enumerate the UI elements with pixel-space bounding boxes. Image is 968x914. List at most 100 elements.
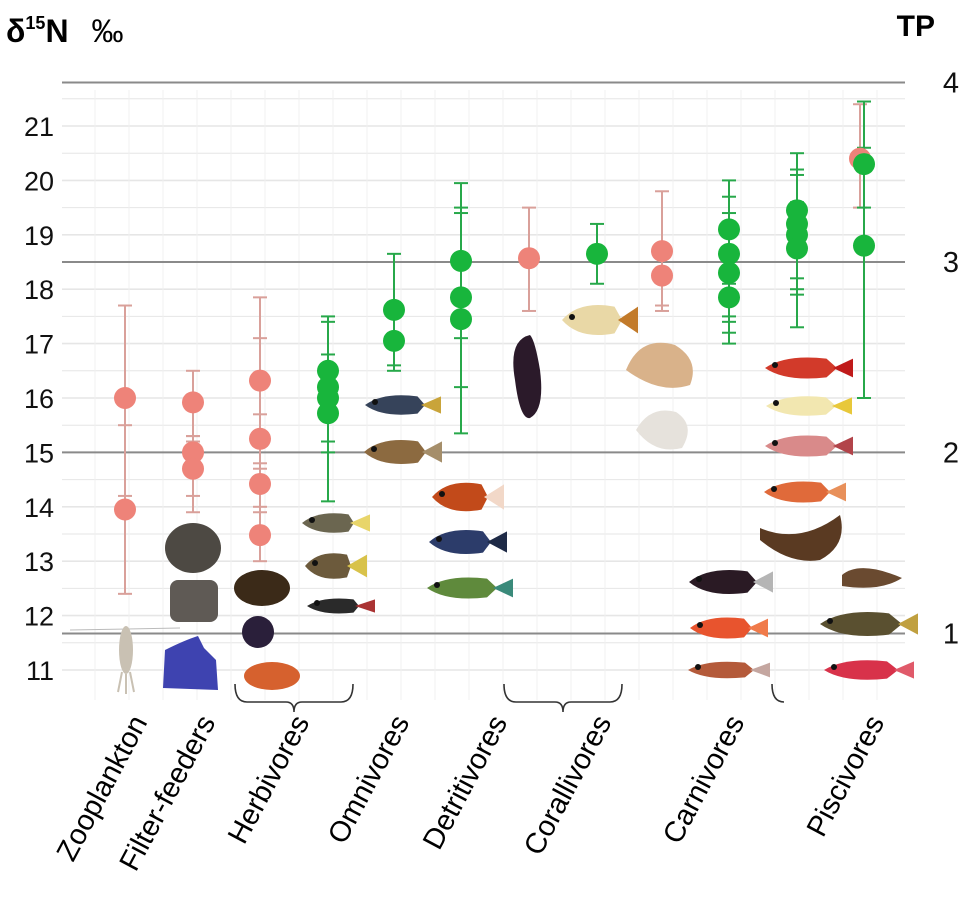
y-tick-label: 12 (24, 602, 54, 632)
omnivore-fish-2 (364, 440, 442, 464)
trophic-position-label-1: 1 (943, 619, 959, 651)
fish-tail (753, 571, 773, 593)
fish-point (450, 249, 472, 272)
fish-tail (832, 397, 852, 415)
fish-point (853, 234, 875, 257)
fish-eye (772, 362, 778, 368)
fish-eye (827, 618, 833, 624)
fish-body (365, 395, 425, 415)
invertebrate-point (518, 247, 540, 270)
invertebrate-point (182, 457, 204, 480)
fish-tail (493, 578, 513, 598)
trophic-position-label-3: 3 (943, 247, 959, 279)
invertebrate-point (651, 240, 673, 263)
trophic-position-title: TP (897, 10, 935, 43)
oyster-illustration (165, 523, 221, 573)
organism-illustrations (69, 305, 918, 694)
y-tick-label: 21 (24, 112, 54, 142)
y-tick-label: 11 (26, 656, 54, 686)
fish-eye (569, 314, 575, 320)
fish-tail (750, 662, 770, 678)
invertebrate-point (114, 387, 136, 409)
grouper-red-illustration (765, 357, 853, 379)
y-tick-labels: 11 12 13 14 15 16 17 18 19 20 21 (24, 112, 54, 686)
fish-body (690, 617, 752, 639)
urchin-illustration (242, 616, 274, 648)
omnivore-fish-1 (365, 395, 441, 415)
herbivore-fish-1 (302, 513, 370, 533)
fish-point (317, 359, 339, 382)
invertebrate-point (182, 391, 204, 414)
fish-eye (312, 560, 318, 566)
invertebrate-point (249, 472, 271, 495)
fish-eye (831, 664, 837, 670)
bracket-herbivores (234, 683, 354, 713)
fish-point (786, 237, 808, 260)
fish-tail (347, 554, 367, 578)
fish-eye (434, 582, 440, 588)
zooplankton-illustration (69, 626, 181, 694)
fish-body (302, 513, 354, 533)
bracket-carnivores (771, 683, 785, 703)
fish-eye (371, 446, 377, 452)
fish-tail (487, 531, 507, 553)
snapper-red-illustration (824, 660, 914, 680)
trophic-position-label-2: 2 (943, 437, 959, 469)
blue-coral-illustration (163, 636, 218, 690)
data-points (114, 147, 875, 547)
group-brackets (234, 683, 785, 713)
invertebrate-point (249, 427, 271, 450)
category-label-omnivores: Omnivores (322, 710, 416, 849)
fish-point (450, 286, 472, 309)
invertebrate-point (114, 498, 136, 521)
fish-point (317, 402, 339, 425)
fish-body (562, 305, 622, 335)
category-label-piscivores: Piscivores (801, 710, 891, 842)
fish-body (364, 440, 426, 464)
y-tick-label: 15 (24, 438, 54, 468)
fish-eye (697, 622, 703, 628)
fish-tail (826, 482, 846, 502)
fish-tail (898, 613, 918, 635)
fish-tail (894, 661, 914, 679)
trophic-position-labels: 1 2 3 4 (943, 67, 959, 650)
y-tick-label: 16 (24, 384, 54, 414)
invertebrate-point (651, 264, 673, 287)
crab-illustration (244, 662, 300, 690)
fish-body (689, 570, 757, 594)
grouper-illustration (820, 612, 918, 636)
fish-tail (350, 514, 370, 532)
fish-point (450, 308, 472, 331)
fish-body (820, 612, 902, 636)
fish-body (765, 435, 837, 457)
fish-eye (309, 517, 315, 523)
fish-tail (355, 599, 375, 613)
carnivore-fish-2 (690, 617, 768, 639)
fish-body (766, 396, 836, 416)
snapper-pink-illustration (765, 435, 853, 457)
corallivore-fish (562, 305, 638, 335)
scorpionfish-illustration (764, 481, 846, 503)
sea-cucumber-2-illustration (760, 515, 842, 561)
category-label-herbivores: Herbivores (222, 710, 316, 849)
fish-point (718, 261, 740, 284)
y-axis-title: δ15N ‰ (6, 13, 123, 49)
category-label-corallivores: Corallivores (518, 710, 618, 860)
fish-tail (422, 441, 442, 463)
fish-body (432, 482, 488, 512)
detritivore-fish-2 (429, 530, 507, 554)
murex-illustration (636, 410, 688, 450)
fish-point (718, 218, 740, 241)
y-tick-label: 19 (24, 221, 54, 251)
carnivore-fish-1 (689, 570, 773, 594)
y-axis-title-element: N (45, 13, 68, 49)
fish-body (305, 553, 351, 579)
fish-eye (436, 536, 442, 542)
carnivore-fish-3 (688, 661, 770, 679)
trophic-position-label-4: 4 (943, 67, 959, 99)
y-axis-title-unit: ‰ (91, 13, 123, 49)
fish-body (824, 660, 898, 680)
cowrie-illustration (234, 570, 290, 606)
